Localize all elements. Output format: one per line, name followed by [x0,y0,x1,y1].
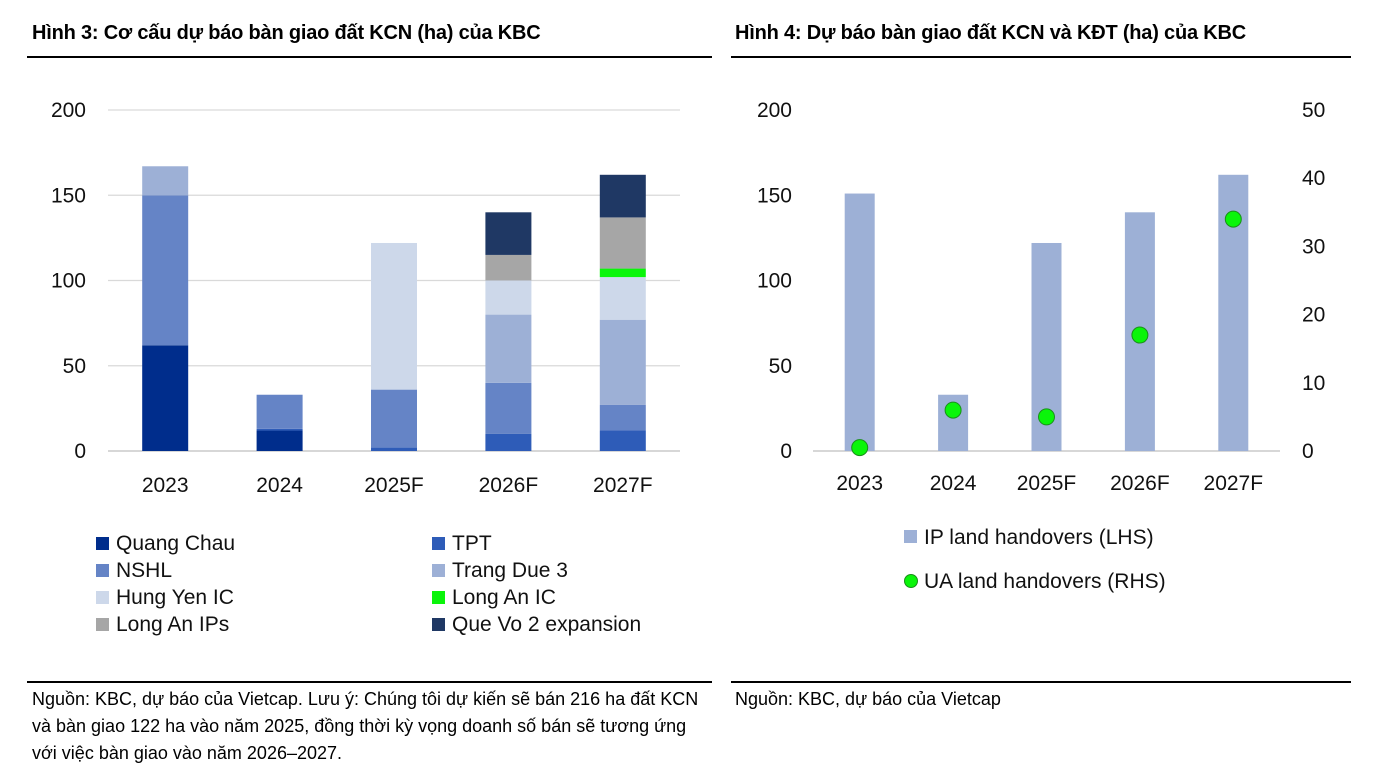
chart1-bar-tpt [485,433,532,451]
chart1-legend-label-nshl: NSHL [116,559,172,582]
figure-4-top-rule [731,56,1351,58]
chart1-legend-label-hung-yen-ic: Hung Yen IC [116,586,234,609]
chart2-x-tick-label: 2025F [1017,472,1077,495]
chart1-x-tick-label: 2026F [479,474,539,497]
chart1-legend-swatch-hung-yen-ic [96,591,109,604]
chart1-y-tick-label: 200 [51,99,86,122]
chart2-legend-swatch-ua-land [904,574,918,588]
chart2-y2-tick-label: 40 [1302,167,1325,190]
chart2-point-ua-land [944,401,962,419]
chart2-x-tick-label: 2024 [930,472,977,495]
chart1-bar-nshl [371,389,417,448]
chart1-bar-long-an-ips [599,217,646,269]
chart2-y2-tick-label: 20 [1302,304,1325,327]
chart1-y-tick-label: 0 [74,440,86,463]
chart1-legend-swatch-nshl [96,564,109,577]
chart2-point-ua-land [1038,408,1055,426]
chart2-point-ua-land [1131,326,1149,344]
chart1-legend-label-quang-chau: Quang Chau [116,532,235,555]
chart1-x-tick-label: 2023 [142,474,189,497]
chart1-bar-hung-yen-ic [599,277,646,320]
chart1-bar-tpt [256,428,303,431]
chart1-legend-swatch-trang-due-3 [432,564,445,577]
chart2-y2-tick-label: 50 [1302,99,1325,122]
chart1-y-tick-label: 50 [63,355,86,378]
chart1-legend-swatch-tpt [432,537,445,550]
chart1-legend-swatch-long-an-ic [432,591,445,604]
chart1-x-tick-label: 2025F [364,474,424,497]
chart2-y2-tick-label: 0 [1302,440,1314,463]
figure-4-source-note: Nguồn: KBC, dự báo của Vietcap [735,689,1001,709]
chart1-bar-long-an-ips [485,254,532,281]
chart2-legend-label-ua-land: UA land handovers (RHS) [924,570,1166,593]
chart1-legend-swatch-que-vo-2-expansion [432,618,445,631]
chart1-bar-quang-chau [256,430,303,451]
chart1-legend-swatch-long-an-ips [96,618,109,631]
figure-3-bottom-rule [27,681,712,683]
chart2-point-ua-land [851,439,869,457]
chart1-bar-que-vo-2-expansion [485,212,532,255]
chart1-bar-que-vo-2-expansion [599,174,646,218]
chart1-bar-long-an-ic [599,268,646,278]
chart2-x-tick-label: 2023 [836,472,883,495]
chart1-legend-label-long-an-ic: Long An IC [452,586,556,609]
chart1-bar-quang-chau [142,345,189,451]
chart1-bar-nshl [256,394,303,429]
chart2-bar-ip-land [844,193,875,452]
chart1-y-tick-label: 150 [51,184,86,207]
figure-4-title: Hình 4: Dự báo bàn giao đất KCN và KĐT (… [735,22,1246,44]
chart1-legend-label-que-vo-2-expansion: Que Vo 2 expansion [452,613,641,636]
chart1-bar-tpt [371,447,417,451]
chart1-legend-swatch-quang-chau [96,537,109,550]
chart1-bar-hung-yen-ic [371,242,417,390]
chart2-y-tick-label: 100 [757,270,792,293]
chart1-legend-label-tpt: TPT [452,532,492,555]
chart1-bar-trang-due-3 [599,319,646,405]
chart2-y-tick-label: 150 [757,184,792,207]
chart1-legend-label-trang-due-3: Trang Due 3 [452,559,568,582]
chart2-y2-tick-label: 30 [1302,235,1325,258]
chart1-bar-nshl [142,195,189,346]
chart2-y2-tick-label: 10 [1302,372,1325,395]
chart1-bar-tpt [599,430,646,451]
figure-4-bottom-rule [731,681,1351,683]
chart2-y-tick-label: 50 [769,355,792,378]
figure-3-source-note: Nguồn: KBC, dự báo của Vietcap. Lưu ý: C… [32,689,699,763]
chart1-bar-hung-yen-ic [485,280,532,315]
chart2-point-ua-land [1224,210,1242,228]
chart2-y-tick-label: 200 [757,99,792,122]
chart1-legend-label-long-an-ips: Long An IPs [116,613,229,636]
chart1-x-tick-label: 2024 [256,474,303,497]
chart1-bar-nshl [485,382,532,434]
chart2-legend-label-ip-land: IP land handovers (LHS) [924,526,1154,549]
figure-3-title: Hình 3: Cơ cấu dự báo bàn giao đất KCN (… [32,22,541,44]
chart1-bar-trang-due-3 [142,166,189,196]
chart1-x-tick-label: 2027F [593,474,653,497]
chart1-bar-trang-due-3 [485,314,532,383]
chart2-x-tick-label: 2027F [1204,472,1264,495]
chart2-x-tick-label: 2026F [1110,472,1170,495]
chart2-legend-swatch-ip-land [904,530,917,543]
figure-3-top-rule [27,56,712,58]
chart1-y-tick-label: 100 [51,270,86,293]
chart1-bar-nshl [599,404,646,431]
chart2-y-tick-label: 0 [780,440,792,463]
